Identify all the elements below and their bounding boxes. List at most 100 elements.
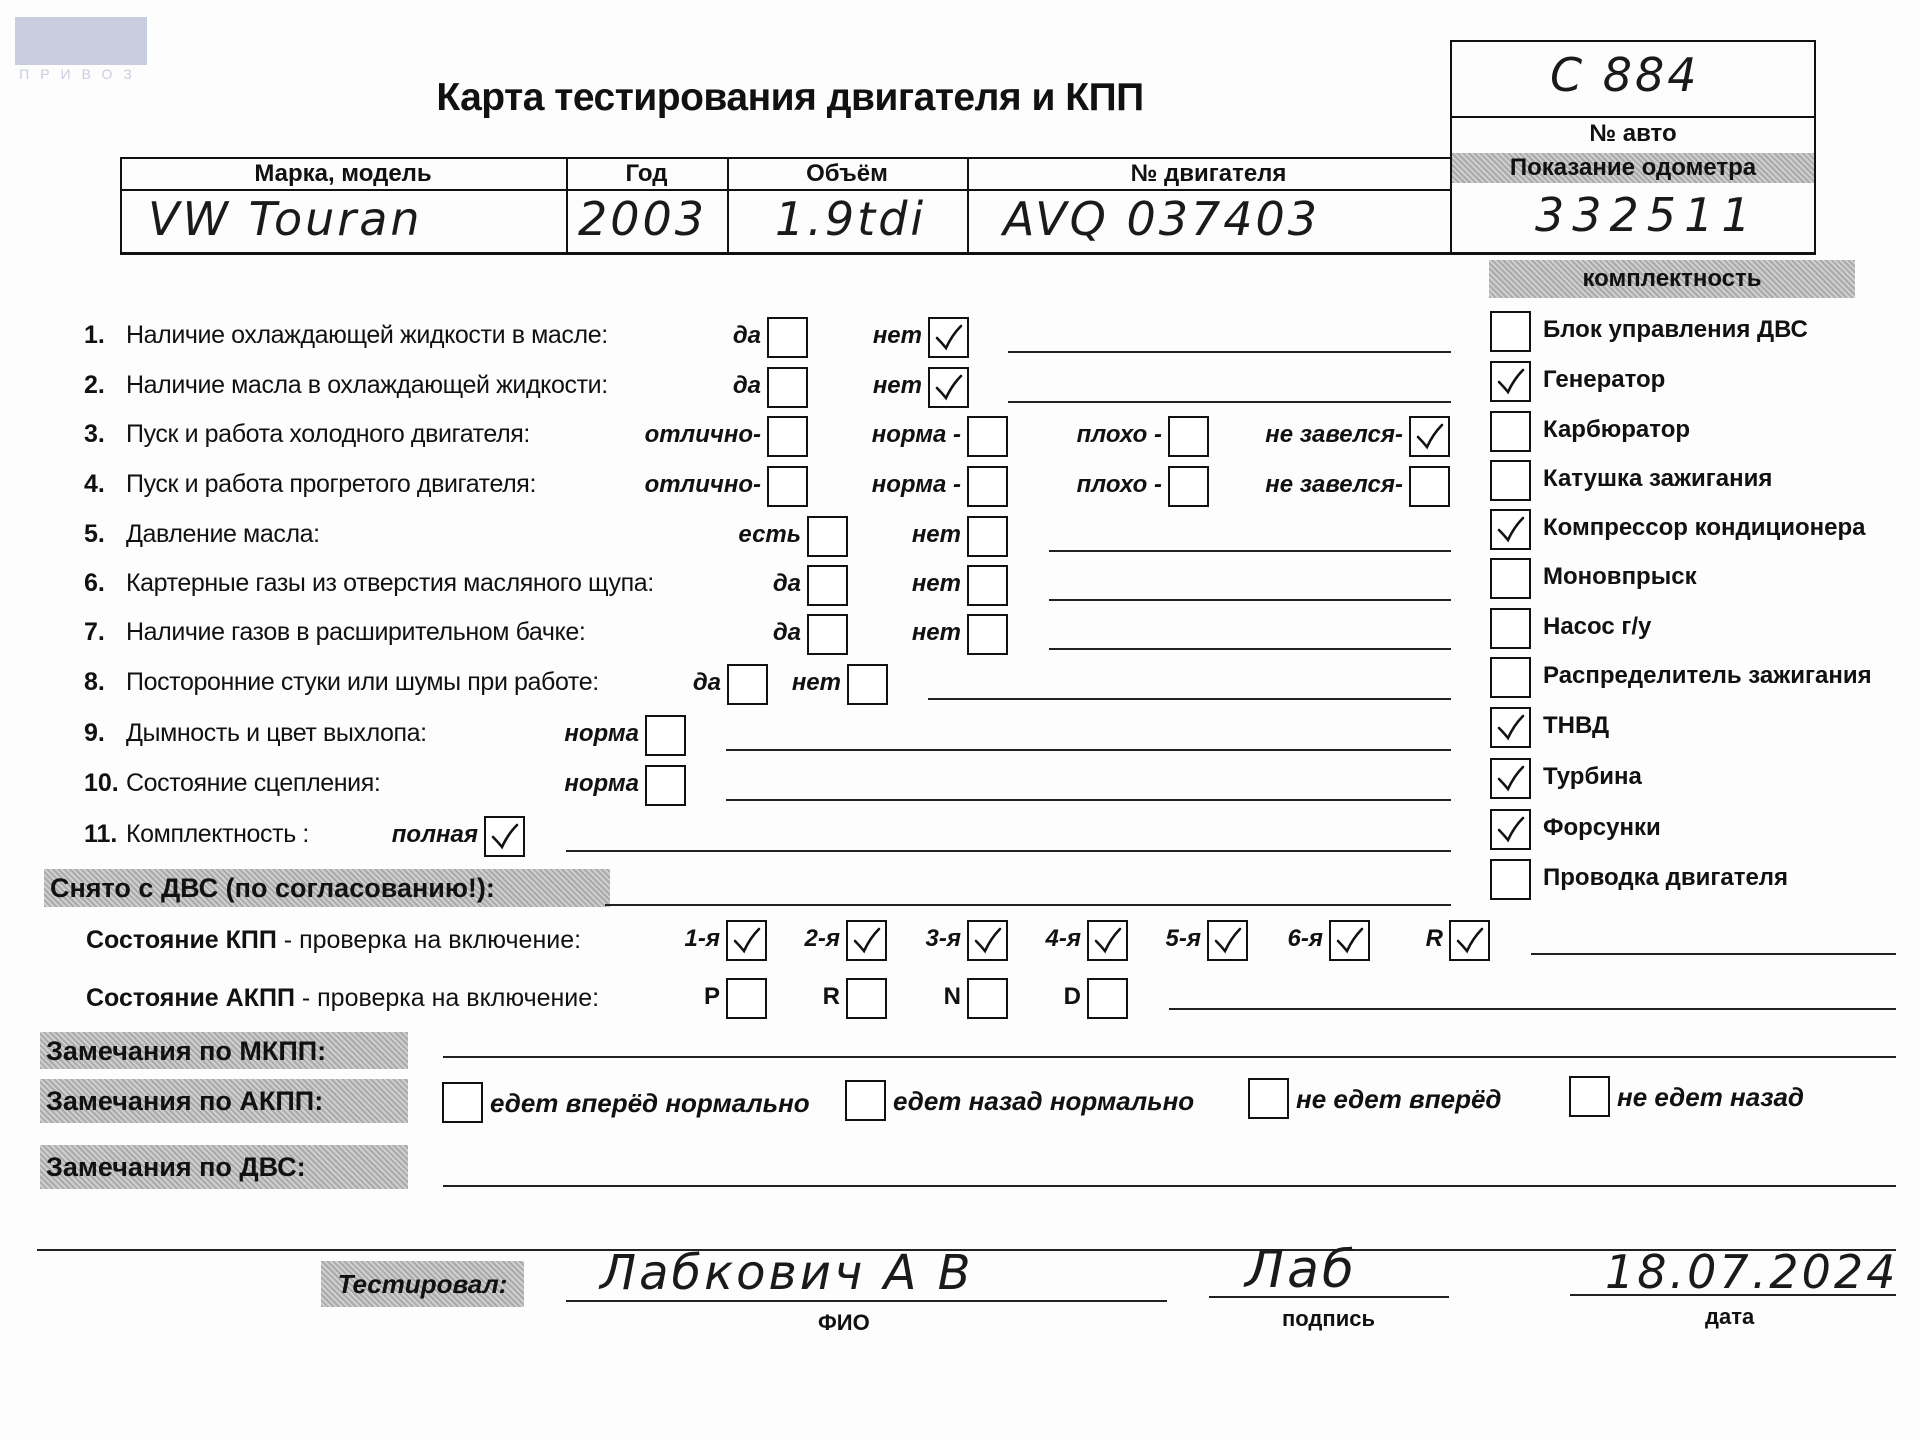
option-checkbox[interactable] bbox=[967, 565, 1008, 606]
option-checkbox[interactable] bbox=[1168, 416, 1209, 457]
option-checkbox[interactable] bbox=[767, 466, 808, 507]
completeness-item-label: Моновпрыск bbox=[1543, 563, 1697, 590]
option-checkbox[interactable] bbox=[847, 664, 888, 705]
option-checkbox[interactable] bbox=[767, 367, 808, 408]
option-label: нет bbox=[872, 322, 922, 349]
akpp-remark-label: не едет назад bbox=[1617, 1082, 1805, 1112]
option-label: норма - bbox=[871, 421, 961, 448]
question-number: 8. bbox=[84, 668, 105, 696]
manual-gear-checkbox[interactable] bbox=[1329, 920, 1370, 961]
auto-gearbox-label: Состояние АКПП - проверка на включение: bbox=[86, 984, 599, 1013]
manual-gear-checkbox[interactable] bbox=[967, 920, 1008, 961]
divider bbox=[1450, 40, 1816, 42]
completeness-checkbox[interactable] bbox=[1490, 657, 1531, 698]
manual-gear-checkbox[interactable] bbox=[1087, 920, 1128, 961]
option-checkbox[interactable] bbox=[645, 765, 686, 806]
checkmark-icon bbox=[1336, 927, 1364, 954]
answer-line bbox=[1049, 599, 1451, 601]
checkmark-icon bbox=[491, 823, 519, 850]
completeness-checkbox[interactable] bbox=[1490, 361, 1531, 402]
option-label: не завелся- bbox=[1265, 471, 1403, 498]
option-checkbox[interactable] bbox=[727, 664, 768, 705]
option-checkbox[interactable] bbox=[967, 416, 1008, 457]
auto-gear-checkbox[interactable] bbox=[846, 978, 887, 1019]
completeness-checkbox[interactable] bbox=[1490, 608, 1531, 649]
checkmark-icon bbox=[1094, 927, 1122, 954]
checkmark-icon bbox=[1497, 714, 1525, 741]
manual-gear-checkbox[interactable] bbox=[1449, 920, 1490, 961]
divider bbox=[120, 157, 1450, 159]
option-checkbox[interactable] bbox=[967, 466, 1008, 507]
question-label: Давление масла: bbox=[126, 520, 320, 548]
option-checkbox[interactable] bbox=[767, 416, 808, 457]
gear-label: 5-я bbox=[1165, 925, 1201, 952]
answer-line bbox=[726, 799, 1451, 801]
question-number: 7. bbox=[84, 618, 105, 646]
manual-gear-checkbox[interactable] bbox=[726, 920, 767, 961]
option-checkbox[interactable] bbox=[807, 565, 848, 606]
option-checkbox[interactable] bbox=[1409, 466, 1450, 507]
avtoprivoz-logo bbox=[15, 17, 147, 65]
completeness-checkbox[interactable] bbox=[1490, 460, 1531, 501]
question-label: Пуск и работа холодного двигателя: bbox=[126, 420, 530, 448]
option-checkbox[interactable] bbox=[484, 816, 525, 857]
gear-label: 1-я bbox=[684, 925, 720, 952]
option-label: да bbox=[732, 322, 761, 349]
signature-label: подпись bbox=[1282, 1306, 1375, 1331]
option-checkbox[interactable] bbox=[967, 614, 1008, 655]
divider bbox=[1450, 40, 1452, 253]
option-label: да bbox=[692, 669, 721, 696]
manual-gear-checkbox[interactable] bbox=[846, 920, 887, 961]
option-checkbox[interactable] bbox=[807, 614, 848, 655]
option-checkbox[interactable] bbox=[1409, 416, 1450, 457]
divider bbox=[1814, 40, 1816, 253]
option-label: нет bbox=[872, 372, 922, 399]
col-engine-number: № двигателя bbox=[1130, 160, 1287, 187]
option-label: есть bbox=[738, 521, 801, 548]
option-checkbox[interactable] bbox=[928, 367, 969, 408]
footer-divider bbox=[37, 1249, 1896, 1251]
manual-gear-checkbox[interactable] bbox=[1207, 920, 1248, 961]
option-checkbox[interactable] bbox=[767, 317, 808, 358]
divider bbox=[1450, 116, 1816, 118]
option-label: да bbox=[772, 570, 801, 597]
auto-gear-checkbox[interactable] bbox=[967, 978, 1008, 1019]
answer-line bbox=[566, 850, 1451, 852]
col-year: Год bbox=[625, 160, 668, 187]
akpp-remark-checkbox[interactable] bbox=[1248, 1078, 1289, 1119]
completeness-checkbox[interactable] bbox=[1490, 509, 1531, 550]
completeness-checkbox[interactable] bbox=[1490, 859, 1531, 900]
checkmark-icon bbox=[1497, 765, 1525, 792]
option-label: норма bbox=[564, 720, 639, 747]
odometer-label: Показание одометра bbox=[1452, 153, 1814, 183]
option-checkbox[interactable] bbox=[928, 317, 969, 358]
completeness-item-label: Проводка двигателя bbox=[1543, 864, 1789, 891]
option-checkbox[interactable] bbox=[645, 715, 686, 756]
checkmark-icon bbox=[935, 374, 963, 401]
tester-name: Лабкович А В bbox=[600, 1245, 974, 1301]
gear-label: 3-я bbox=[925, 925, 961, 952]
option-label: отлично- bbox=[644, 421, 761, 448]
auto-gear-checkbox[interactable] bbox=[726, 978, 767, 1019]
option-checkbox[interactable] bbox=[807, 516, 848, 557]
completeness-checkbox[interactable] bbox=[1490, 758, 1531, 799]
checkmark-icon bbox=[1456, 927, 1484, 954]
logo-subtext: ПРИВОЗ bbox=[19, 66, 143, 82]
completeness-checkbox[interactable] bbox=[1490, 558, 1531, 599]
akpp-remark-checkbox[interactable] bbox=[1569, 1076, 1610, 1117]
completeness-checkbox[interactable] bbox=[1490, 809, 1531, 850]
question-label: Дымность и цвет выхлопа: bbox=[126, 719, 427, 747]
akpp-remark-checkbox[interactable] bbox=[442, 1082, 483, 1123]
checkmark-icon bbox=[1214, 927, 1242, 954]
question-number: 10. bbox=[84, 769, 119, 797]
completeness-checkbox[interactable] bbox=[1490, 311, 1531, 352]
auto-gear-checkbox[interactable] bbox=[1087, 978, 1128, 1019]
akpp-remark-checkbox[interactable] bbox=[845, 1080, 886, 1121]
checkmark-icon bbox=[1497, 516, 1525, 543]
completeness-checkbox[interactable] bbox=[1490, 707, 1531, 748]
checkmark-icon bbox=[1416, 423, 1444, 450]
checkmark-icon bbox=[935, 324, 963, 351]
option-checkbox[interactable] bbox=[1168, 466, 1209, 507]
option-checkbox[interactable] bbox=[967, 516, 1008, 557]
completeness-checkbox[interactable] bbox=[1490, 411, 1531, 452]
